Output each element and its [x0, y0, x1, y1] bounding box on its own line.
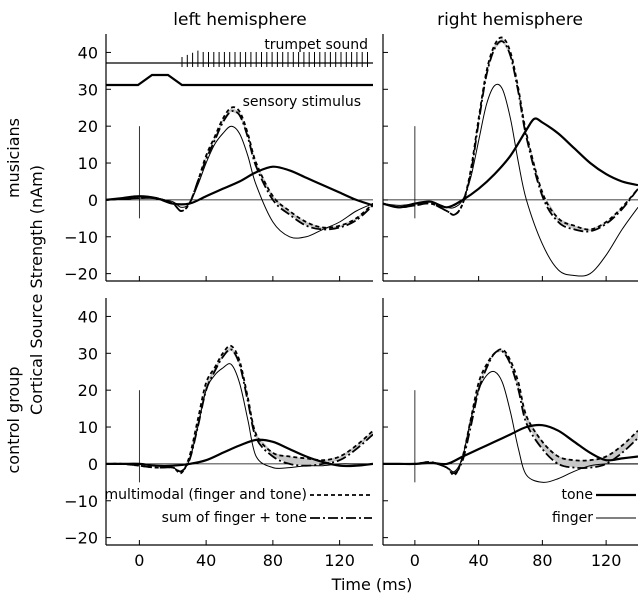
- axes: [105, 34, 373, 282]
- panel-control-left: [105, 298, 373, 546]
- y-tick-label: 20: [78, 381, 98, 400]
- legend: multimodal (finger and tone) sum of fing…: [105, 487, 636, 526]
- y-tick-label: 0: [88, 455, 98, 474]
- y-tick-label: −20: [64, 529, 98, 548]
- series-tone: [383, 423, 638, 466]
- series-finger: [106, 363, 373, 473]
- series-multimodal-finger-and-tone: [106, 106, 373, 229]
- series-sum-of-finger-tone: [106, 109, 373, 231]
- series-tone: [106, 165, 373, 207]
- row-label-control: control group: [4, 366, 23, 473]
- stimulus-traces: trumpet sound sensory stimulus: [106, 37, 373, 110]
- legend-multimodal-label: multimodal (finger and tone): [105, 487, 307, 503]
- series-multimodal-finger-and-tone: [383, 36, 638, 231]
- x-tick-label: 40: [196, 551, 216, 570]
- panel-musicians-right: [382, 34, 638, 282]
- y-tick-label: 20: [78, 117, 98, 136]
- series-sum-of-finger-tone: [106, 348, 373, 473]
- x-tick-label: 0: [410, 551, 420, 570]
- series-sum-of-finger-tone: [383, 40, 638, 233]
- x-axis-label: Time (ms): [331, 575, 413, 594]
- y-tick-label: 30: [78, 344, 98, 363]
- legend-tone-label: tone: [561, 487, 593, 503]
- x-tick-labels-left: 0 40 80 120: [134, 551, 355, 570]
- x-tick-label: 80: [263, 551, 283, 570]
- axes: [382, 298, 638, 546]
- y-tick-label: 40: [78, 43, 98, 62]
- sensory-stimulus-label: sensory stimulus: [243, 94, 361, 110]
- y-tick-labels-bottom: −20 −10 0 10 20 30 40: [64, 307, 98, 547]
- y-tick-label: 30: [78, 80, 98, 99]
- y-tick-labels-top: −20 −10 0 10 20 30 40: [64, 43, 98, 283]
- y-tick-label: −10: [64, 228, 98, 247]
- trumpet-waveform: [181, 50, 368, 67]
- y-tick-label: 0: [88, 191, 98, 210]
- y-tick-label: 10: [78, 154, 98, 173]
- panel-control-right: [382, 298, 638, 546]
- trumpet-sound-label: trumpet sound: [264, 37, 368, 53]
- legend-sum-label: sum of finger + tone: [162, 510, 307, 526]
- series-tone: [383, 117, 638, 209]
- row-label-musicians: musicians: [4, 118, 23, 198]
- axes: [105, 298, 373, 546]
- panel-musicians-left: [105, 34, 373, 282]
- series-finger: [383, 83, 638, 277]
- series-finger: [383, 370, 638, 483]
- sensory-stimulus-trace: [106, 73, 373, 87]
- x-tick-label: 0: [134, 551, 144, 570]
- x-tick-label: 120: [591, 551, 622, 570]
- legend-finger-label: finger: [552, 510, 593, 526]
- y-tick-label: 40: [78, 307, 98, 326]
- difference-shading: [106, 107, 373, 230]
- y-tick-label: −10: [64, 492, 98, 511]
- y-tick-label: −20: [64, 265, 98, 284]
- x-tick-label: 40: [468, 551, 488, 570]
- column-title-left: left hemisphere: [173, 10, 306, 30]
- y-tick-label: 10: [78, 418, 98, 437]
- y-axis-label: Cortical Source Strength (nAm): [27, 165, 46, 415]
- x-tick-label: 80: [532, 551, 552, 570]
- column-title-right: right hemisphere: [437, 10, 583, 30]
- series-finger: [106, 125, 373, 239]
- x-tick-labels-right: 0 40 80 120: [410, 551, 622, 570]
- x-tick-label: 120: [324, 551, 355, 570]
